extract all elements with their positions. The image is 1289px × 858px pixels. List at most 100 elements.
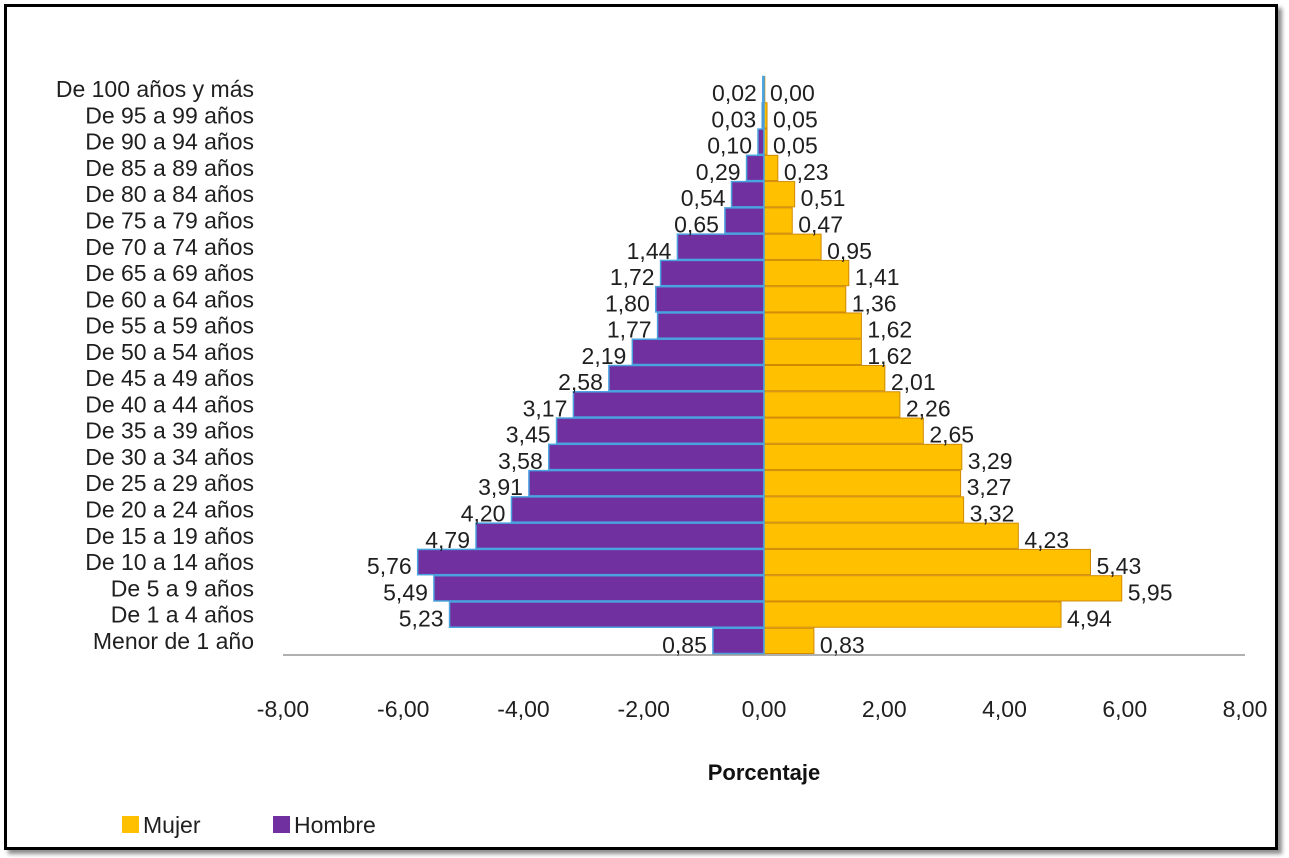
value-label-hombre: 0,03 bbox=[711, 106, 756, 132]
value-label-mujer: 2,26 bbox=[906, 395, 951, 421]
value-label-hombre: 0,65 bbox=[674, 212, 719, 238]
value-label-hombre: 0,10 bbox=[707, 133, 752, 159]
category-label: De 100 años y más bbox=[56, 76, 254, 102]
x-tick-label: -4,00 bbox=[497, 696, 549, 722]
bar-hombre bbox=[572, 391, 765, 418]
bar-mujer bbox=[763, 496, 965, 523]
bar-mujer bbox=[763, 338, 862, 365]
value-label-mujer: 5,43 bbox=[1096, 553, 1141, 579]
value-label-mujer: 4,23 bbox=[1024, 527, 1069, 553]
category-label: De 70 a 74 años bbox=[85, 234, 254, 260]
bar-hombre bbox=[548, 443, 765, 471]
x-axis: -8,00 -6,00 -4,00 -2,00 0,00 2,00 4,00 6,00 8,00 bbox=[257, 654, 1268, 722]
value-label-hombre: 3,91 bbox=[478, 474, 523, 500]
value-label-hombre: 0,02 bbox=[712, 80, 757, 106]
bar-mujer bbox=[763, 575, 1123, 602]
x-tick-label: -8,00 bbox=[257, 696, 309, 722]
category-label: De 60 a 64 años bbox=[85, 286, 254, 312]
bar-mujer bbox=[763, 259, 850, 287]
x-axis-label: Porcentaje bbox=[708, 760, 821, 785]
value-label-mujer: 3,29 bbox=[968, 448, 1013, 474]
value-label-mujer: 0,05 bbox=[773, 106, 818, 132]
category-label: De 55 a 59 años bbox=[85, 313, 254, 339]
category-label: De 5 a 9 años bbox=[111, 575, 254, 601]
bar-hombre bbox=[730, 180, 765, 208]
x-tick-label: 8,00 bbox=[1223, 696, 1268, 722]
value-label-mujer: 2,65 bbox=[929, 422, 974, 448]
legend-swatch bbox=[273, 816, 290, 833]
value-label-hombre: 0,54 bbox=[681, 185, 726, 211]
category-label: Menor de 1 año bbox=[93, 628, 254, 654]
value-label-hombre: 1,80 bbox=[605, 290, 650, 316]
category-label: De 20 a 24 años bbox=[85, 497, 254, 523]
bar-mujer bbox=[763, 207, 793, 234]
bar-hombre bbox=[659, 259, 765, 287]
value-labels: 0,02 0,00 0,03 0,05 0,10 0,05 0,29 0,23 0,54 0,51… bbox=[367, 80, 1173, 658]
bar-hombre bbox=[656, 312, 765, 339]
value-label-mujer: 1,62 bbox=[867, 317, 912, 343]
value-label-mujer: 1,36 bbox=[852, 290, 897, 316]
category-label: De 30 a 34 años bbox=[85, 444, 254, 470]
bar-hombre bbox=[475, 522, 765, 550]
value-label-hombre: 2,19 bbox=[582, 343, 627, 369]
value-label-hombre: 3,45 bbox=[506, 422, 551, 448]
value-label-hombre: 1,77 bbox=[607, 317, 652, 343]
x-tick-label: 0,00 bbox=[742, 696, 787, 722]
category-label: De 35 a 39 años bbox=[85, 418, 254, 444]
value-label-hombre: 4,20 bbox=[461, 501, 506, 527]
bar-hombre bbox=[416, 548, 765, 576]
bar-hombre bbox=[745, 154, 765, 182]
legend: Mujer Hombre bbox=[122, 812, 376, 838]
bar-mujer bbox=[763, 522, 1019, 549]
value-label-hombre: 1,72 bbox=[610, 264, 655, 290]
bar-hombre bbox=[433, 574, 765, 602]
value-label-hombre: 0,85 bbox=[662, 632, 707, 658]
category-label: De 45 a 49 años bbox=[85, 365, 254, 391]
bar-mujer bbox=[763, 391, 901, 418]
value-label-mujer: 0,95 bbox=[827, 238, 872, 264]
value-label-mujer: 2,01 bbox=[891, 369, 936, 395]
bar-mujer bbox=[763, 627, 815, 655]
category-label: De 10 a 14 años bbox=[85, 549, 254, 575]
bar-mujer bbox=[763, 470, 962, 497]
value-label-mujer: 1,62 bbox=[867, 343, 912, 369]
value-label-mujer: 0,05 bbox=[773, 133, 818, 159]
bar-hombre bbox=[528, 469, 765, 497]
value-label-mujer: 1,41 bbox=[855, 264, 900, 290]
bar-mujer bbox=[763, 548, 1091, 576]
value-label-hombre: 3,17 bbox=[523, 395, 568, 421]
x-tick-label: 4,00 bbox=[982, 696, 1027, 722]
value-label-hombre: 3,58 bbox=[498, 448, 543, 474]
value-label-hombre: 0,29 bbox=[696, 159, 741, 185]
value-label-mujer: 4,94 bbox=[1067, 606, 1112, 632]
bar-hombre bbox=[608, 364, 765, 392]
value-label-hombre: 2,58 bbox=[558, 369, 603, 395]
category-label: De 80 a 84 años bbox=[85, 181, 254, 207]
value-label-hombre: 5,76 bbox=[367, 553, 412, 579]
value-label-hombre: 1,44 bbox=[627, 238, 672, 264]
bar-mujer bbox=[763, 417, 924, 444]
bar-mujer bbox=[763, 286, 847, 313]
category-label: De 50 a 54 años bbox=[85, 339, 254, 365]
value-label-mujer: 0,83 bbox=[820, 632, 865, 658]
bar-hombre bbox=[757, 128, 765, 156]
value-label-mujer: 0,47 bbox=[798, 212, 843, 238]
value-label-hombre: 5,23 bbox=[399, 606, 444, 632]
category-label: De 65 a 69 años bbox=[85, 260, 254, 286]
bar-hombre bbox=[631, 338, 765, 366]
category-label: De 25 a 29 años bbox=[85, 470, 254, 496]
bar-hombre bbox=[724, 207, 765, 234]
x-tick-label: 2,00 bbox=[862, 696, 907, 722]
value-label-mujer: 0,51 bbox=[801, 185, 846, 211]
category-label: De 40 a 44 años bbox=[85, 391, 254, 417]
category-label: De 1 a 4 años bbox=[111, 602, 254, 628]
bar-hombre bbox=[510, 496, 765, 523]
bar-mujer bbox=[763, 154, 779, 182]
value-label-mujer: 0,00 bbox=[770, 80, 815, 106]
legend-label: Mujer bbox=[143, 812, 201, 838]
legend-label: Hombre bbox=[294, 812, 376, 838]
legend-swatch bbox=[122, 816, 139, 833]
bar-mujer bbox=[763, 443, 963, 471]
